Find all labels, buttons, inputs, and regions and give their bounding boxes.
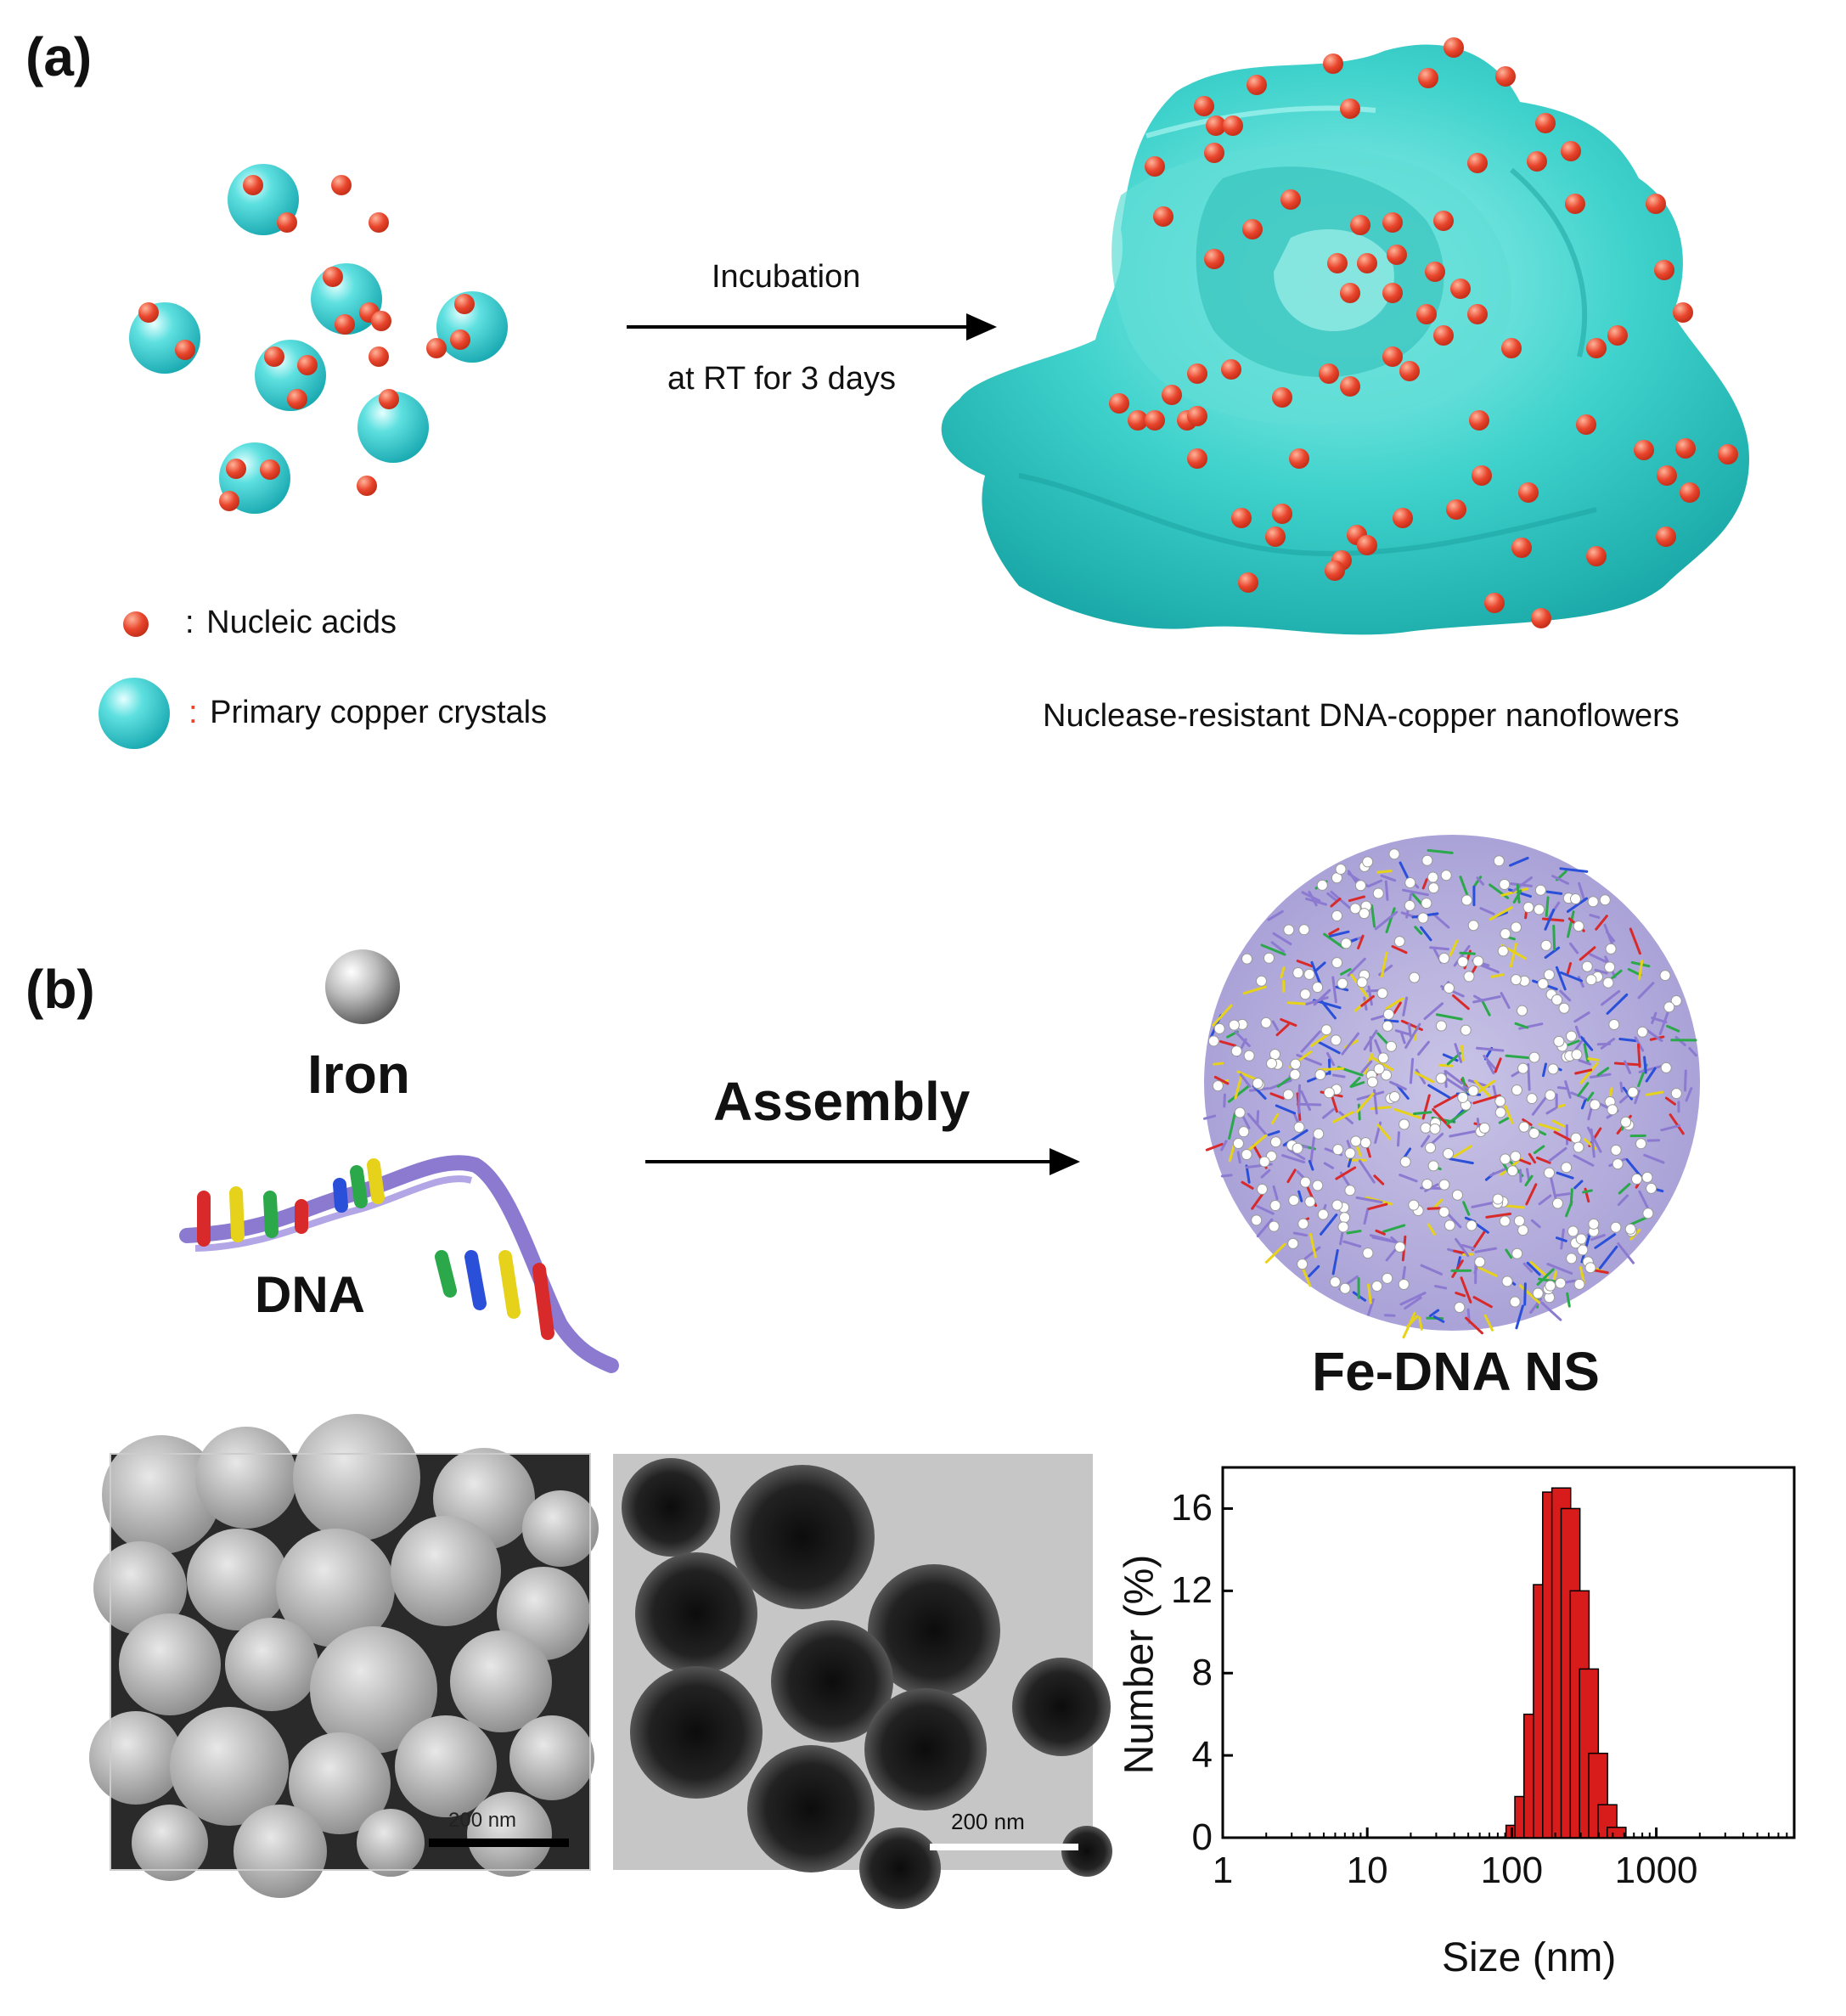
- tem-image: [613, 1454, 1112, 1909]
- legend-copper-crystals: : Primary copper crystals: [189, 695, 547, 731]
- plot-frame: [1221, 1466, 1796, 1839]
- assembly-label: Assembly: [713, 1071, 971, 1132]
- nucleic-acid-dots: [138, 175, 475, 511]
- legend-nucleic-dot: [123, 611, 149, 637]
- dna-helix-illustration: [179, 1155, 619, 1373]
- histogram-bar: [1606, 1827, 1627, 1839]
- chart-ylabel: Number (%): [1117, 1554, 1162, 1775]
- legend-nucleic-text: Nucleic acids: [206, 605, 397, 640]
- sem-scale-label: 200 nm: [448, 1809, 517, 1832]
- x-tick-label: 10: [1346, 1850, 1388, 1891]
- sem-image: [89, 1414, 599, 1898]
- y-tick-label: 12: [1171, 1569, 1213, 1612]
- panel-a-label: (a): [25, 26, 93, 87]
- legend-separator: :: [185, 605, 194, 640]
- legend-nucleic-acids: : Nucleic acids: [185, 605, 397, 641]
- tem-scale-label: 200 nm: [951, 1809, 1025, 1834]
- fe-dna-ns-caption: Fe-DNA NS: [1312, 1341, 1600, 1402]
- chart-xlabel: Size (nm): [1442, 1935, 1617, 1980]
- size-histogram: [1221, 1466, 1796, 1839]
- legend-copper-crystal: [98, 678, 170, 749]
- y-tick-label: 8: [1191, 1652, 1213, 1694]
- iron-sphere: [325, 949, 400, 1024]
- nanoflower-caption: Nuclease-resistant DNA-copper nanoflower…: [1043, 698, 1680, 734]
- y-tick-label: 0: [1191, 1816, 1213, 1858]
- legend-copper-text: Primary copper crystals: [210, 695, 548, 730]
- dna-copper-nanoflower: [941, 44, 1749, 635]
- x-tick-label: 1: [1212, 1850, 1234, 1891]
- legend-separator: :: [189, 695, 198, 730]
- incubation-conditions: at RT for 3 days: [667, 361, 896, 397]
- y-tick-label: 4: [1191, 1734, 1213, 1777]
- nanoflower-nucleic-dots: [1109, 37, 1738, 628]
- iron-label: Iron: [307, 1044, 410, 1105]
- x-tick-label: 100: [1480, 1850, 1544, 1891]
- copper-crystal: [357, 391, 429, 463]
- panel-b-label: (b): [25, 959, 95, 1020]
- y-tick-label: 16: [1171, 1487, 1213, 1529]
- dna-label: DNA: [255, 1266, 365, 1323]
- incubation-label: Incubation: [712, 259, 861, 295]
- x-tick-label: 1000: [1614, 1850, 1698, 1891]
- fe-dna-nanosphere: [1203, 835, 1700, 1339]
